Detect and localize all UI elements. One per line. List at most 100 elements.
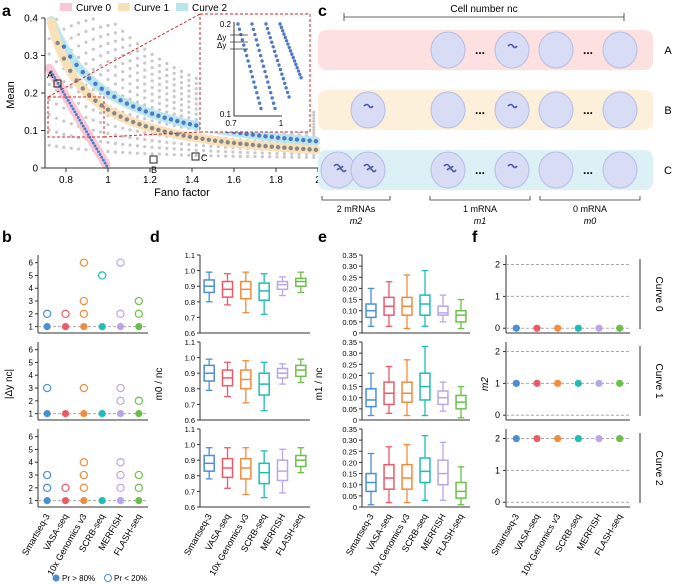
grid-dot <box>201 153 206 158</box>
curve-dot-1 <box>238 141 243 146</box>
panel-f-y-tick-label: 1 <box>495 378 500 388</box>
grid-dot <box>157 57 162 61</box>
grid-dot <box>187 84 191 88</box>
curve-dot-1 <box>61 56 67 61</box>
panel-e-y-tick-label: 0.15 <box>342 383 357 392</box>
grid-dot <box>47 52 51 56</box>
grid-dot <box>113 48 117 52</box>
grid-dot <box>187 142 191 147</box>
panel-f-point <box>595 379 603 387</box>
grid-dot <box>150 59 154 63</box>
grid-dot <box>106 50 110 55</box>
panel-c-rows: A... ... B... ... C...... <box>318 30 672 190</box>
grid-dot <box>150 52 154 56</box>
grid-dot <box>47 82 51 86</box>
curve-dot-1 <box>156 127 161 133</box>
curve-dot-0 <box>86 133 90 136</box>
grid-dot <box>121 29 125 33</box>
curve-dot-0 <box>70 104 73 108</box>
grid-dot <box>128 43 132 48</box>
curve-dot-0 <box>98 153 102 156</box>
grid-dot <box>135 144 139 148</box>
grid-dot <box>172 83 176 87</box>
inset-dot <box>250 22 254 26</box>
grid-dot <box>99 130 103 134</box>
curve-dot-2 <box>282 136 287 141</box>
curve-dot-1 <box>194 135 199 141</box>
zoom-connector-left <box>47 13 201 98</box>
grid-dot <box>77 147 81 151</box>
inset-dot <box>260 59 264 63</box>
inset-dot <box>285 90 290 95</box>
grid-dot <box>194 107 198 111</box>
curve-dot-1 <box>275 144 281 150</box>
inset-dot <box>253 32 257 37</box>
panel-e-box <box>455 481 467 499</box>
inset-dot <box>270 40 274 44</box>
grid-dot <box>216 154 220 158</box>
grid-dot <box>135 64 139 68</box>
mrna-molecule <box>336 167 347 173</box>
curve-dot-1 <box>55 40 60 46</box>
grid-dot <box>113 39 117 43</box>
grid-dot <box>113 133 117 137</box>
inset-dot <box>291 55 295 60</box>
grid-dot <box>172 65 176 70</box>
panel-letter-b: b <box>2 229 12 246</box>
grid-dot <box>77 55 81 59</box>
panel-letter-f: f <box>472 229 478 246</box>
panel-a-y-tick-label: 0.4 <box>24 14 38 25</box>
panel-b-y-tick-label: 6 <box>29 259 34 268</box>
grid-dot <box>179 80 184 85</box>
curve-dot-0 <box>81 124 85 128</box>
panel-d-y-tick-label: 0.7 <box>185 400 195 409</box>
grid-dot <box>231 154 235 158</box>
grid-dot <box>121 150 125 155</box>
grid-dot <box>143 131 147 135</box>
curve-dot-1 <box>80 86 86 91</box>
grid-dot <box>290 152 294 156</box>
grid-dot <box>187 116 191 120</box>
brace-label-0: 2 mRNAs <box>337 204 376 214</box>
panel-f-row-label: Curve 2 <box>653 450 664 485</box>
curve-dot-0 <box>63 93 67 97</box>
curve-dot-1 <box>181 133 186 138</box>
inset-dot <box>267 31 271 35</box>
grid-dot <box>121 134 125 138</box>
grid-dot <box>312 119 316 123</box>
curve-dot-2 <box>168 117 174 122</box>
panel-d-y-tick-label: 0.6 <box>185 416 195 425</box>
panel-b-filled-point <box>135 497 143 505</box>
panel-b-y-tick-label: 3 <box>29 471 34 480</box>
grid-dot <box>113 31 117 35</box>
inset-dot <box>288 49 293 53</box>
panel-d-ylabel: m0 / nc <box>154 368 165 401</box>
inset-dot <box>254 38 259 42</box>
grid-dot <box>84 19 88 23</box>
grid-dot <box>69 146 73 150</box>
grid-dot <box>172 71 176 75</box>
panel-f-point <box>512 324 520 332</box>
inset-dot <box>250 75 255 79</box>
panel-b-ylabel: |Δy nc| <box>4 369 15 399</box>
grid-dot <box>84 62 88 66</box>
inset-dy-label-1: Δy <box>217 33 226 42</box>
grid-dot <box>312 116 316 120</box>
inset-dot <box>252 80 256 84</box>
panel-b-open-point <box>79 296 89 306</box>
panel-b-open-point <box>116 396 125 406</box>
grid-dot <box>187 105 191 109</box>
grid-dot <box>128 59 132 63</box>
grid-dot <box>113 124 117 129</box>
cell <box>602 151 638 189</box>
grid-dot <box>113 82 117 86</box>
panel-a-y-tick-label: 0 <box>32 164 38 175</box>
point-b-label: B <box>151 165 157 175</box>
row-label-B: B <box>664 105 671 117</box>
grid-dot <box>54 144 59 148</box>
brace-sublabel-0: m2 <box>350 216 363 226</box>
mrna-molecule <box>363 103 374 109</box>
mrna-molecule <box>446 167 457 173</box>
panel-d-box <box>276 280 289 291</box>
curve-dot-1 <box>93 98 98 103</box>
